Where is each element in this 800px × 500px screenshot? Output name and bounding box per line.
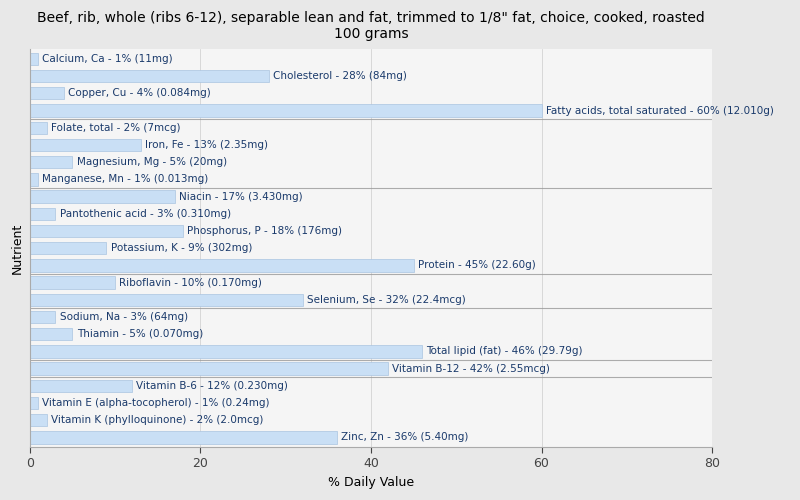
- Bar: [30, 328, 72, 340]
- Text: Magnesium, Mg - 5% (20mg): Magnesium, Mg - 5% (20mg): [77, 157, 226, 167]
- Text: Iron, Fe - 13% (2.35mg): Iron, Fe - 13% (2.35mg): [145, 140, 268, 150]
- Text: Riboflavin - 10% (0.170mg): Riboflavin - 10% (0.170mg): [119, 278, 262, 287]
- Bar: [30, 397, 38, 409]
- Bar: [30, 276, 115, 289]
- Text: Vitamin B-6 - 12% (0.230mg): Vitamin B-6 - 12% (0.230mg): [136, 381, 288, 391]
- Bar: [30, 156, 72, 168]
- Text: Folate, total - 2% (7mcg): Folate, total - 2% (7mcg): [51, 122, 181, 132]
- Title: Beef, rib, whole (ribs 6-12), separable lean and fat, trimmed to 1/8" fat, choic: Beef, rib, whole (ribs 6-12), separable …: [37, 11, 705, 42]
- Bar: [30, 414, 46, 426]
- Text: Fatty acids, total saturated - 60% (12.010g): Fatty acids, total saturated - 60% (12.0…: [546, 106, 774, 116]
- Text: Zinc, Zn - 36% (5.40mg): Zinc, Zn - 36% (5.40mg): [341, 432, 469, 442]
- Bar: [30, 225, 183, 237]
- Bar: [30, 138, 141, 151]
- Text: Sodium, Na - 3% (64mg): Sodium, Na - 3% (64mg): [59, 312, 188, 322]
- Text: Total lipid (fat) - 46% (29.79g): Total lipid (fat) - 46% (29.79g): [426, 346, 583, 356]
- Text: Vitamin B-12 - 42% (2.55mcg): Vitamin B-12 - 42% (2.55mcg): [392, 364, 550, 374]
- Bar: [30, 87, 64, 100]
- Bar: [30, 208, 55, 220]
- Text: Pantothenic acid - 3% (0.310mg): Pantothenic acid - 3% (0.310mg): [59, 209, 230, 219]
- Bar: [30, 104, 542, 117]
- Bar: [30, 173, 38, 186]
- Text: Selenium, Se - 32% (22.4mcg): Selenium, Se - 32% (22.4mcg): [307, 295, 466, 305]
- Y-axis label: Nutrient: Nutrient: [11, 222, 24, 274]
- Bar: [30, 190, 174, 202]
- Bar: [30, 259, 414, 272]
- Text: Potassium, K - 9% (302mg): Potassium, K - 9% (302mg): [110, 243, 252, 253]
- Text: Protein - 45% (22.60g): Protein - 45% (22.60g): [418, 260, 535, 270]
- Bar: [30, 311, 55, 323]
- Bar: [30, 380, 132, 392]
- Text: Copper, Cu - 4% (0.084mg): Copper, Cu - 4% (0.084mg): [68, 88, 211, 99]
- Bar: [30, 345, 422, 358]
- Text: Vitamin K (phylloquinone) - 2% (2.0mcg): Vitamin K (phylloquinone) - 2% (2.0mcg): [51, 415, 263, 425]
- Text: Calcium, Ca - 1% (11mg): Calcium, Ca - 1% (11mg): [42, 54, 173, 64]
- Bar: [30, 362, 388, 375]
- Text: Cholesterol - 28% (84mg): Cholesterol - 28% (84mg): [273, 71, 406, 81]
- Text: Manganese, Mn - 1% (0.013mg): Manganese, Mn - 1% (0.013mg): [42, 174, 209, 184]
- Bar: [30, 294, 302, 306]
- Bar: [30, 122, 46, 134]
- Bar: [30, 242, 106, 254]
- Bar: [30, 432, 337, 444]
- Bar: [30, 70, 269, 82]
- Text: Phosphorus, P - 18% (176mg): Phosphorus, P - 18% (176mg): [187, 226, 342, 236]
- X-axis label: % Daily Value: % Daily Value: [328, 476, 414, 489]
- Bar: [30, 52, 38, 65]
- Text: Vitamin E (alpha-tocopherol) - 1% (0.24mg): Vitamin E (alpha-tocopherol) - 1% (0.24m…: [42, 398, 270, 408]
- Text: Niacin - 17% (3.430mg): Niacin - 17% (3.430mg): [179, 192, 302, 202]
- Text: Thiamin - 5% (0.070mg): Thiamin - 5% (0.070mg): [77, 329, 203, 339]
